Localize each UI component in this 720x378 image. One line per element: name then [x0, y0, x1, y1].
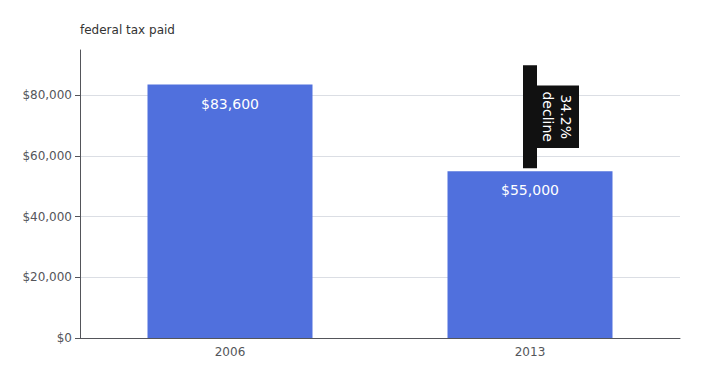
svg-text:2006: 2006: [215, 345, 246, 359]
svg-text:34.2%: 34.2%: [558, 94, 574, 138]
svg-text:$0: $0: [57, 331, 72, 345]
svg-text:$55,000: $55,000: [501, 182, 559, 198]
svg-text:decline: decline: [540, 91, 556, 141]
svg-text:$40,000: $40,000: [22, 210, 72, 224]
svg-text:$60,000: $60,000: [22, 149, 72, 163]
svg-text:federal tax paid: federal tax paid: [80, 23, 175, 37]
svg-text:2013: 2013: [515, 345, 546, 359]
svg-text:$80,000: $80,000: [22, 88, 72, 102]
svg-text:$20,000: $20,000: [22, 270, 72, 284]
svg-text:$83,600: $83,600: [201, 96, 259, 112]
